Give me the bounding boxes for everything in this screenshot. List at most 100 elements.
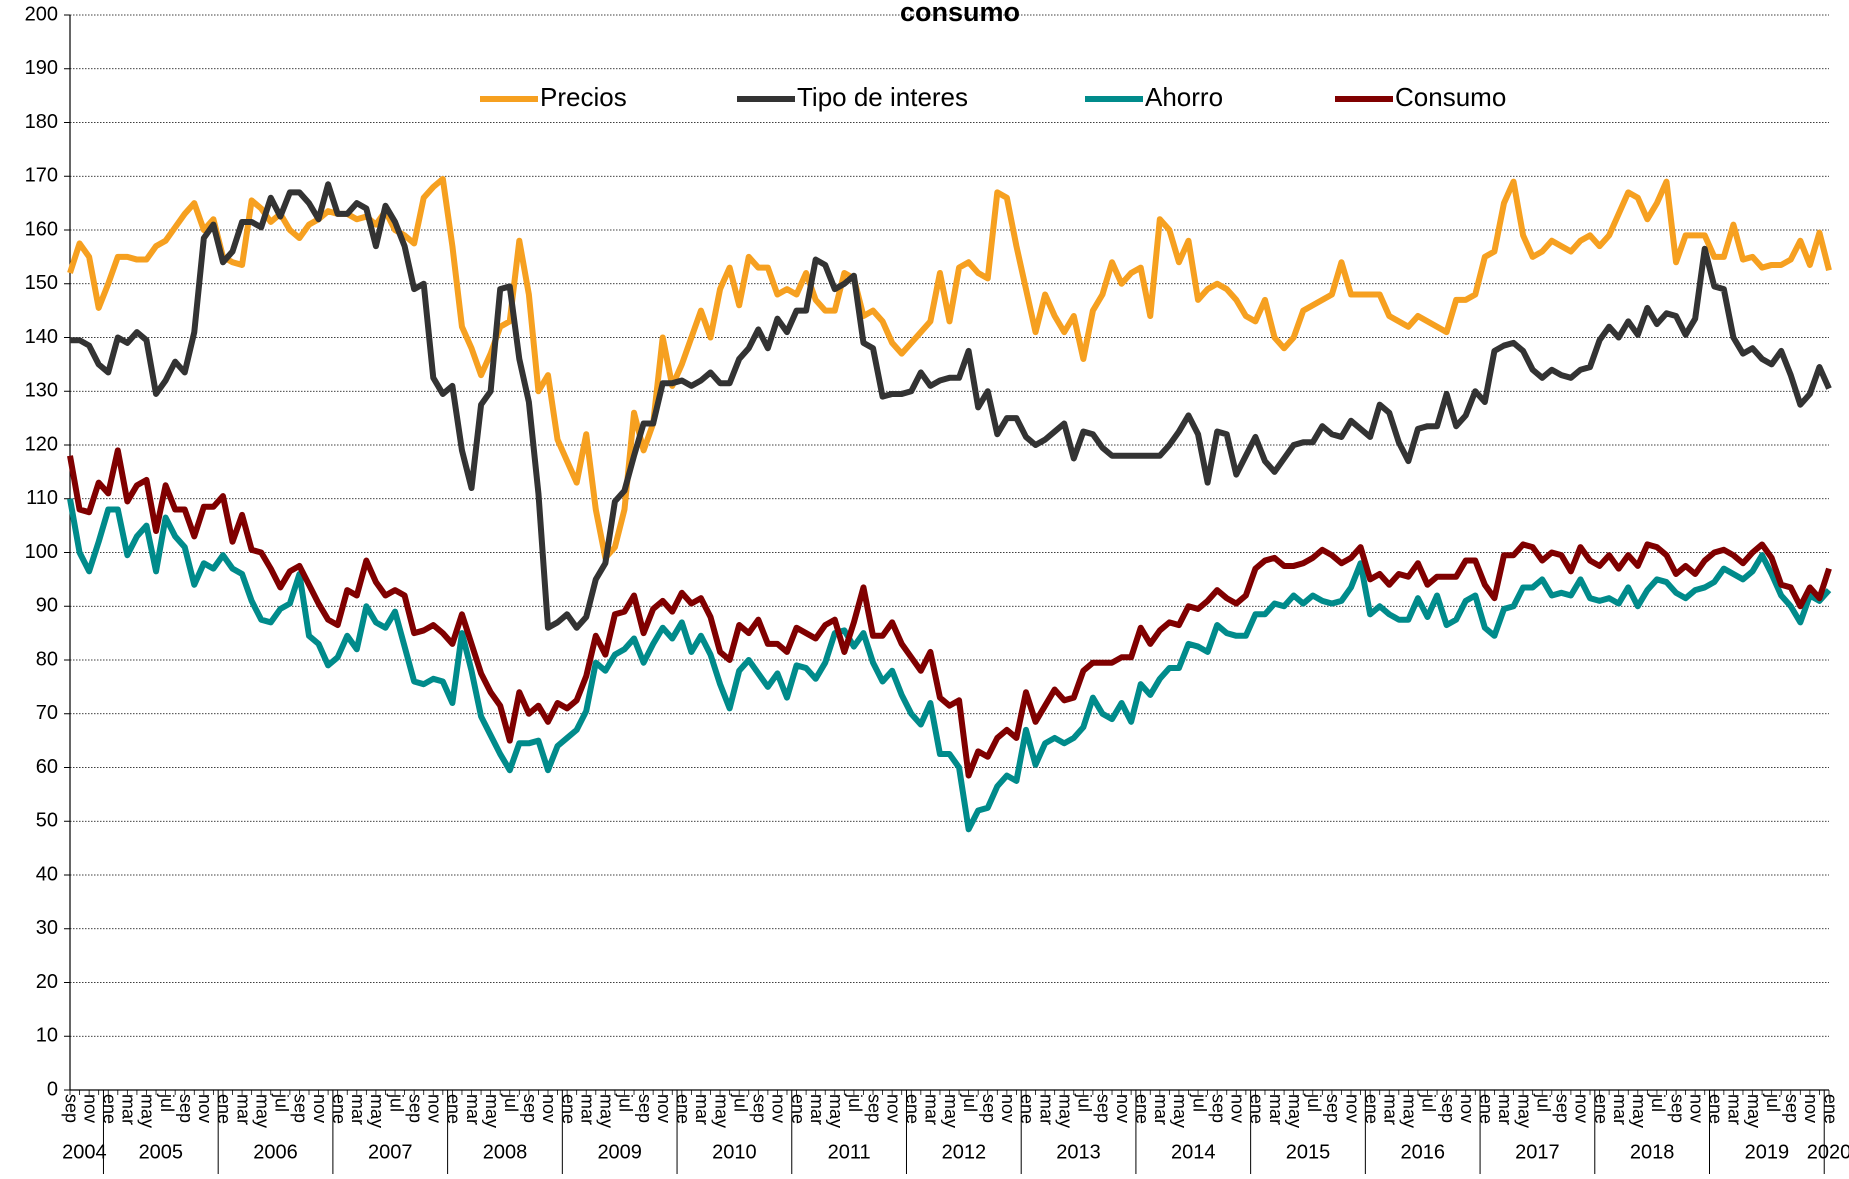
x-tick-label: jul xyxy=(1419,1093,1439,1112)
x-tick-label: mar xyxy=(348,1094,368,1125)
x-tick-label: mar xyxy=(233,1094,253,1125)
legend-label: Ahorro xyxy=(1145,82,1223,112)
y-tick-label: 70 xyxy=(36,702,58,724)
year-label: 2008 xyxy=(483,1141,528,1163)
y-tick-label: 60 xyxy=(36,756,58,778)
x-tick-label: nov xyxy=(1686,1094,1706,1123)
x-tick-label: may xyxy=(826,1094,846,1128)
y-tick-label: 30 xyxy=(36,917,58,939)
x-tick-label: may xyxy=(252,1094,272,1128)
x-tick-label: may xyxy=(1400,1094,1420,1128)
x-tick-label: sep xyxy=(291,1094,311,1123)
x-tick-label: mar xyxy=(119,1094,139,1125)
x-tick-label: mar xyxy=(1151,1094,1171,1125)
legend-label: Tipo de interes xyxy=(797,82,968,112)
x-tick-label: ene xyxy=(329,1094,349,1124)
x-tick-label: ene xyxy=(673,1094,693,1124)
year-label: 2004 xyxy=(62,1141,107,1163)
x-tick-label: ene xyxy=(1591,1094,1611,1124)
x-tick-label: may xyxy=(1170,1094,1190,1128)
y-tick-label: 180 xyxy=(25,111,58,133)
x-tick-label: may xyxy=(1744,1094,1764,1128)
x-tick-label: may xyxy=(367,1094,387,1128)
x-tick-label: mar xyxy=(1381,1094,1401,1125)
legend-label: Precios xyxy=(540,82,627,112)
x-tick-label: mar xyxy=(1266,1094,1286,1125)
x-tick-label: nov xyxy=(1228,1094,1248,1123)
x-tick-label: ene xyxy=(1476,1094,1496,1124)
x-tick-label: may xyxy=(1285,1094,1305,1128)
year-label: 2019 xyxy=(1745,1141,1790,1163)
y-tick-label: 200 xyxy=(25,3,58,25)
year-label: 2011 xyxy=(828,1141,871,1163)
y-tick-label: 130 xyxy=(25,380,58,402)
x-tick-label: mar xyxy=(807,1094,827,1125)
x-tick-label: jul xyxy=(1075,1093,1095,1112)
x-tick-label: sep xyxy=(405,1094,425,1123)
x-tick-label: sep xyxy=(1782,1094,1802,1123)
y-tick-label: 140 xyxy=(25,326,58,348)
x-tick-label: jul xyxy=(1648,1093,1668,1112)
x-tick-label: nov xyxy=(1113,1094,1133,1123)
x-tick-label: sep xyxy=(979,1094,999,1123)
x-tick-label: jul xyxy=(1304,1093,1324,1112)
x-tick-label: may xyxy=(711,1094,731,1128)
x-tick-label: nov xyxy=(1342,1094,1362,1123)
x-tick-label: may xyxy=(482,1094,502,1128)
x-tick-label: ene xyxy=(444,1094,464,1124)
x-tick-label: sep xyxy=(1667,1094,1687,1123)
x-tick-label: may xyxy=(138,1094,158,1128)
x-tick-label: mar xyxy=(1036,1094,1056,1125)
chart-title: consumo xyxy=(900,0,1020,27)
x-tick-label: nov xyxy=(998,1094,1018,1123)
x-tick-label: mar xyxy=(922,1094,942,1125)
x-tick-label: ene xyxy=(1247,1094,1267,1124)
x-tick-label: sep xyxy=(1208,1094,1228,1123)
y-tick-label: 150 xyxy=(25,272,58,294)
x-tick-label: nov xyxy=(654,1094,674,1123)
x-tick-label: jul xyxy=(1189,1093,1209,1112)
y-tick-label: 50 xyxy=(36,810,58,832)
year-label: 2012 xyxy=(942,1141,987,1163)
x-tick-label: may xyxy=(941,1094,961,1128)
x-tick-label: sep xyxy=(1438,1094,1458,1123)
legend-label: Consumo xyxy=(1395,82,1506,112)
x-tick-label: nov xyxy=(883,1094,903,1123)
y-tick-label: 190 xyxy=(25,57,58,79)
year-label: 2015 xyxy=(1286,1141,1331,1163)
y-tick-label: 40 xyxy=(36,863,58,885)
x-tick-label: mar xyxy=(577,1094,597,1125)
series-line xyxy=(67,447,1832,779)
x-tick-label: sep xyxy=(176,1094,196,1123)
x-tick-label: sep xyxy=(864,1094,884,1123)
y-tick-label: 100 xyxy=(25,541,58,563)
x-tick-label: mar xyxy=(692,1094,712,1125)
x-tick-label: mar xyxy=(463,1094,483,1125)
series-line xyxy=(67,175,1832,561)
y-tick-label: 90 xyxy=(36,595,58,617)
x-tick-label: jul xyxy=(501,1093,521,1112)
year-label: 2016 xyxy=(1400,1141,1445,1163)
x-tick-label: jul xyxy=(386,1093,406,1112)
x-tick-label: sep xyxy=(61,1094,81,1123)
x-tick-label: ene xyxy=(1017,1094,1037,1124)
x-tick-label: jul xyxy=(616,1093,636,1112)
y-tick-label: 110 xyxy=(26,487,58,509)
x-tick-label: sep xyxy=(520,1094,540,1123)
x-tick-label: sep xyxy=(750,1094,770,1123)
year-label: 2017 xyxy=(1515,1141,1560,1163)
y-tick-label: 120 xyxy=(25,433,58,455)
x-tick-label: jul xyxy=(1533,1093,1553,1112)
x-tick-label: sep xyxy=(1094,1094,1114,1123)
x-tick-label: ene xyxy=(1706,1094,1726,1124)
year-label: 2010 xyxy=(712,1141,757,1163)
series-line xyxy=(70,181,1832,631)
year-label: 2006 xyxy=(253,1141,298,1163)
x-tick-label: nov xyxy=(769,1094,789,1123)
x-tick-label: may xyxy=(1514,1094,1534,1128)
x-tick-label: mar xyxy=(1725,1094,1745,1125)
x-tick-label: nov xyxy=(425,1094,445,1123)
x-tick-label: jul xyxy=(1763,1093,1783,1112)
x-tick-label: jul xyxy=(157,1093,177,1112)
